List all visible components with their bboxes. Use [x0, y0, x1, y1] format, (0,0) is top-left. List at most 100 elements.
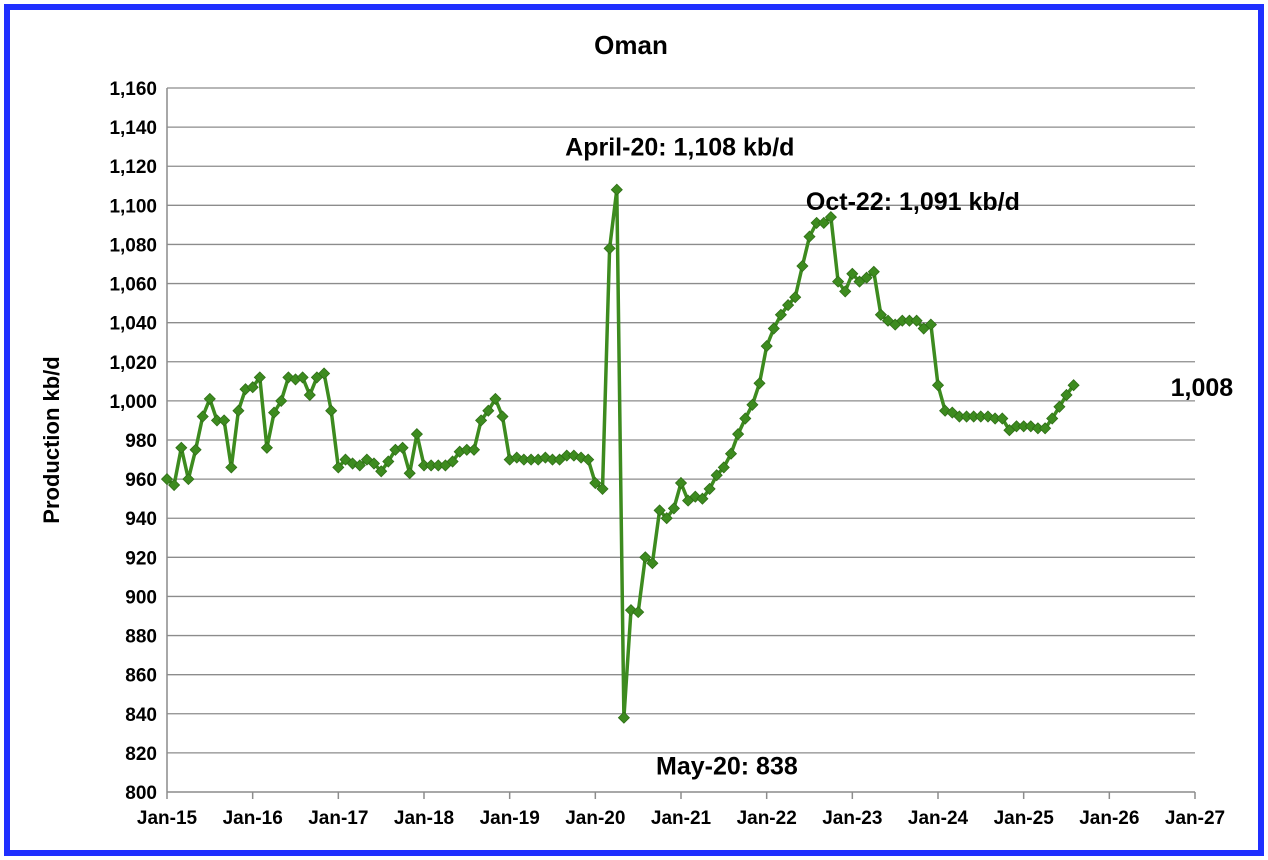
data-point	[446, 455, 459, 468]
data-point	[203, 392, 216, 405]
data-point	[325, 404, 338, 417]
y-tick-label: 800	[125, 783, 157, 804]
y-tick-label: 980	[125, 431, 157, 452]
data-point	[782, 299, 795, 312]
y-tick-label: 880	[125, 627, 157, 648]
annotation-label: May-20: 838	[656, 753, 798, 781]
chart-title: Oman	[594, 30, 668, 60]
x-tick-label: Jan-22	[737, 808, 797, 829]
data-point	[168, 478, 181, 492]
data-point	[860, 271, 873, 284]
y-tick-label: 1,080	[109, 235, 157, 256]
data-point	[774, 308, 787, 321]
data-point	[867, 265, 880, 278]
data-point	[1067, 379, 1080, 392]
y-tick-labels: 800 820 840 860 880 900 920 940 960 980 1,000 1,020…	[109, 79, 157, 804]
data-point	[732, 428, 745, 441]
annotations: April-20: 1,108 kb/d Oct-22: 1,091 kb/d Ma…	[565, 134, 1233, 781]
y-tick-label: 1,100	[109, 196, 157, 217]
data-point	[160, 473, 174, 486]
data-point	[803, 230, 816, 243]
data-point	[467, 443, 481, 456]
data-point	[232, 404, 245, 417]
x-tick-label: Jan-26	[1079, 808, 1139, 829]
annotation-label: Oct-22: 1,091 kb/d	[806, 188, 1020, 216]
x-tick-label: Jan-18	[394, 808, 454, 829]
data-point	[924, 318, 937, 331]
y-tick-label: 1,060	[109, 275, 157, 296]
y-tick-label: 900	[125, 587, 157, 608]
data-point	[253, 371, 266, 384]
data-point	[753, 377, 766, 390]
data-point	[767, 322, 780, 335]
data-point	[303, 388, 316, 402]
data-point	[839, 285, 852, 298]
grid-lines	[167, 87, 1195, 754]
data-point	[246, 381, 259, 394]
data-point	[596, 482, 609, 495]
data-point	[1053, 400, 1066, 413]
data-point	[639, 551, 652, 564]
y-tick-label: 1,000	[109, 392, 157, 413]
data-point	[724, 447, 738, 460]
data-point	[403, 467, 416, 480]
data-point	[175, 441, 188, 454]
data-point	[475, 414, 488, 427]
data-point	[610, 183, 623, 196]
x-tick-label: Jan-19	[480, 808, 540, 829]
data-point	[268, 406, 281, 419]
y-tick-label: 860	[125, 666, 157, 687]
data-point	[589, 476, 602, 490]
data-point	[496, 410, 509, 423]
x-tick-label: Jan-21	[651, 808, 712, 829]
y-tick-label: 940	[125, 509, 157, 530]
y-tick-label: 1,140	[109, 118, 157, 139]
data-point	[653, 504, 666, 517]
y-tick-label: 820	[125, 744, 157, 765]
data-point	[832, 275, 845, 288]
data-point	[674, 476, 688, 490]
data-point	[696, 492, 709, 505]
series-line	[165, 187, 1076, 720]
data-point	[332, 461, 345, 474]
data-point	[275, 394, 288, 407]
data-point	[189, 443, 202, 456]
annotation-label: April-20: 1,108 kb/d	[565, 134, 794, 162]
annotation-label: 1,008	[1171, 374, 1234, 402]
y-tick-label: 1,120	[109, 157, 157, 178]
data-point	[667, 502, 680, 515]
data-point	[746, 398, 759, 411]
x-tick-label: Jan-20	[565, 808, 625, 829]
data-point	[318, 367, 331, 380]
data-point	[410, 428, 423, 441]
y-tick-label: 920	[125, 548, 157, 569]
data-point	[218, 414, 231, 427]
x-tick-label: Jan-24	[908, 808, 969, 829]
data-point	[717, 461, 730, 474]
data-point	[382, 455, 395, 468]
data-point	[296, 371, 309, 384]
x-tick-label: Jan-25	[994, 808, 1055, 829]
data-point	[582, 453, 595, 466]
data-point	[489, 392, 502, 405]
data-point	[375, 465, 388, 478]
data-point	[824, 211, 837, 224]
x-tick-label: Jan-27	[1165, 808, 1225, 829]
data-point	[660, 512, 673, 525]
data-point	[760, 340, 773, 353]
data-point	[789, 291, 802, 304]
data-point	[703, 482, 716, 495]
y-tick-label: 1,160	[109, 79, 157, 100]
data-point	[617, 711, 630, 724]
y-axis-label: Production kb/d	[39, 356, 64, 523]
data-point	[1060, 388, 1073, 402]
data-point	[353, 459, 366, 472]
data-point	[910, 314, 923, 327]
data-point	[739, 412, 752, 425]
data-point	[817, 216, 830, 229]
y-tick-label: 960	[125, 470, 157, 491]
x-tick-label: Jan-23	[822, 808, 882, 829]
data-point	[796, 259, 809, 273]
x-tick-label: Jan-16	[223, 808, 283, 829]
